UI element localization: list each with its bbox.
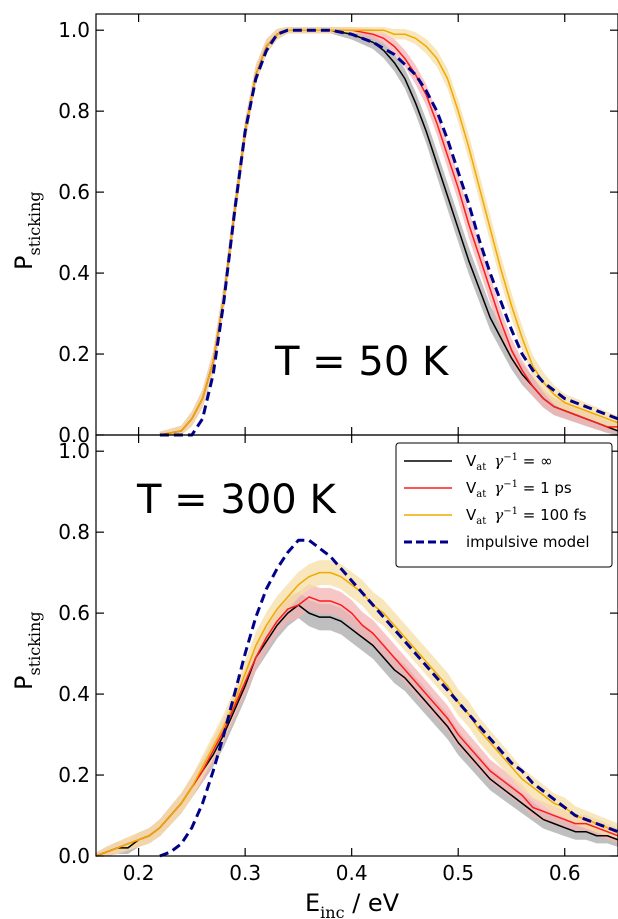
top-y-tick-label: 0.8 [58,99,90,123]
bottom-panel: 0.0 0.2 0.4 0.6 0.8 1.0 0.2 0.3 0.4 0.5 0.6 T = 3… [10,434,618,919]
legend-box [395,442,613,568]
bottom-y-ticks: 0.0 0.2 0.4 0.6 0.8 1.0 [58,439,618,868]
top-series-lines [159,28,618,437]
legend-label-0: Vat γ−1 = ∞ [466,452,553,473]
top-y-ticks: 0.0 0.2 0.4 0.6 0.8 1.0 [58,18,618,447]
x-tick-label: 0.4 [336,861,368,885]
bot-y-tick-label: 0.0 [58,844,90,868]
top-y-tick-label: 0.0 [58,423,90,447]
legend-label-3: impulsive model [466,533,590,551]
bot-y-tick-label: 0.8 [58,520,90,544]
bottom-x-ticks: 0.2 0.3 0.4 0.5 0.6 [123,435,581,885]
bottom-annotation: T = 300 K [136,477,337,523]
legend-label-2: Vat γ−1 = 100 fs [466,506,587,527]
top-y-tick-label: 0.2 [58,342,90,366]
bot-series-3-line [159,538,618,858]
top-uncertainty-bands [159,26,618,435]
x-tick-label: 0.2 [123,861,155,885]
top-y-tick-label: 0.4 [58,261,90,285]
x-tick-label: 0.6 [549,861,581,885]
top-series-1-band [159,26,618,435]
x-axis-label: Einc / eV [305,889,400,919]
bottom-y-axis-label: Psticking [10,611,44,690]
top-annotation: T = 50 K [274,339,450,385]
bot-y-tick-label: 0.4 [58,682,90,706]
top-y-axis-label: Psticking [10,191,44,270]
top-panel: 0.0 0.2 0.4 0.6 0.8 1.0 T = 50 K Psticking [10,13,618,447]
legend-label-1: Vat γ−1 = 1 ps [466,479,572,500]
bot-y-tick-label: 0.6 [58,601,90,625]
bot-y-tick-label: 1.0 [58,439,90,463]
top-series-3-line [159,28,618,437]
bot-y-tick-label: 0.2 [58,763,90,787]
bottom-series-lines [95,538,618,858]
top-y-tick-label: 1.0 [58,18,90,42]
x-tick-label: 0.5 [442,861,474,885]
top-series-2-band [159,26,618,435]
top-x-ticks [138,14,566,435]
x-tick-label: 0.3 [229,861,261,885]
bottom-axes-frame [95,434,618,857]
top-y-tick-label: 0.6 [58,180,90,204]
legend-entries: Vat γ−1 = ∞ Vat γ−1 = 1 ps Vat γ−1 = 100 fs im… [404,452,590,551]
legend: Vat γ−1 = ∞ Vat γ−1 = 1 ps Vat γ−1 = 100 fs im… [395,442,613,568]
bot-series-2-line [95,571,618,857]
